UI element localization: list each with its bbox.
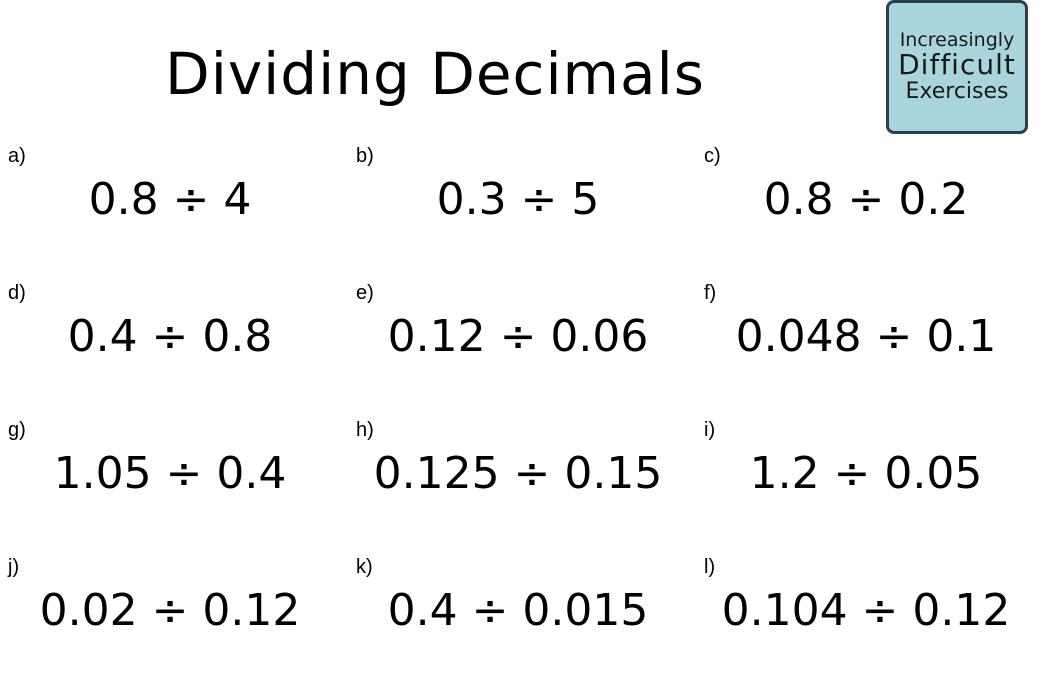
question-expression: 0.104 ÷ 0.12 <box>721 585 1011 636</box>
logo-line-2: Difficult <box>898 48 1016 81</box>
logo: Increasingly Difficult Exercises <box>886 0 1028 134</box>
question-expression: 0.3 ÷ 5 <box>436 174 600 225</box>
question-f: f) 0.048 ÷ 0.1 <box>696 277 1046 413</box>
question-expression: 0.4 ÷ 0.015 <box>387 585 649 636</box>
question-h: h) 0.125 ÷ 0.15 <box>348 414 698 550</box>
question-expression: 1.05 ÷ 0.4 <box>53 448 287 499</box>
question-d: d) 0.4 ÷ 0.8 <box>0 277 350 413</box>
question-expression: 0.4 ÷ 0.8 <box>67 311 273 362</box>
question-expression: 0.8 ÷ 0.2 <box>763 174 969 225</box>
question-letter: k) <box>356 556 373 578</box>
question-expression: 0.02 ÷ 0.12 <box>39 585 301 636</box>
question-letter: d) <box>8 282 26 304</box>
question-e: e) 0.12 ÷ 0.06 <box>348 277 698 413</box>
question-letter: c) <box>704 145 721 167</box>
question-letter: f) <box>704 282 717 304</box>
question-g: g) 1.05 ÷ 0.4 <box>0 414 350 550</box>
question-k: k) 0.4 ÷ 0.015 <box>348 551 698 687</box>
question-j: j) 0.02 ÷ 0.12 <box>0 551 350 687</box>
question-expression: 1.2 ÷ 0.05 <box>749 448 983 499</box>
question-letter: l) <box>704 556 716 578</box>
question-letter: i) <box>704 419 716 441</box>
logo-line-1: Increasingly <box>899 29 1015 51</box>
question-letter: a) <box>8 145 26 167</box>
question-i: i) 1.2 ÷ 0.05 <box>696 414 1046 550</box>
question-letter: j) <box>8 556 20 578</box>
logo-line-3: Exercises <box>905 79 1009 104</box>
question-a: a) 0.8 ÷ 4 <box>0 140 350 276</box>
question-letter: h) <box>356 419 374 441</box>
question-l: l) 0.104 ÷ 0.12 <box>696 551 1046 687</box>
question-expression: 0.8 ÷ 4 <box>88 174 252 225</box>
question-letter: b) <box>356 145 374 167</box>
question-expression: 0.12 ÷ 0.06 <box>387 311 649 362</box>
question-expression: 0.125 ÷ 0.15 <box>373 448 663 499</box>
page-title: Dividing Decimals <box>165 40 705 108</box>
question-letter: g) <box>8 419 26 441</box>
question-b: b) 0.3 ÷ 5 <box>348 140 698 276</box>
question-expression: 0.048 ÷ 0.1 <box>735 311 997 362</box>
question-c: c) 0.8 ÷ 0.2 <box>696 140 1046 276</box>
question-letter: e) <box>356 282 374 304</box>
